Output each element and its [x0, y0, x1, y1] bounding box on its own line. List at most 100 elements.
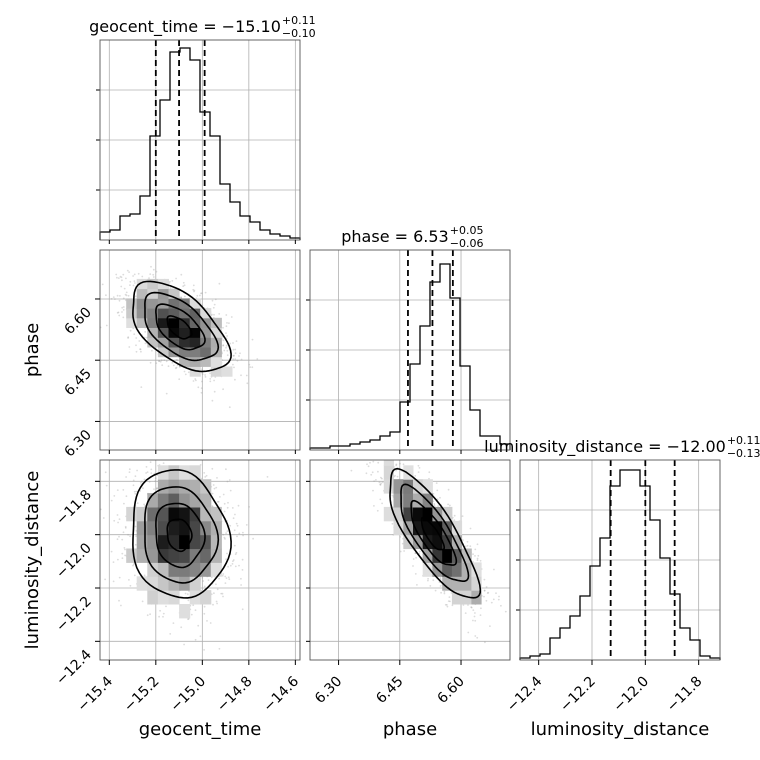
sample-point [226, 349, 229, 352]
sample-point [232, 342, 234, 344]
density-bin [189, 366, 201, 377]
sample-point [192, 380, 195, 382]
sample-point [152, 276, 155, 278]
sample-point [233, 529, 236, 532]
sample-point [466, 540, 469, 543]
sample-point [215, 600, 218, 603]
sample-point [417, 471, 420, 473]
density-bin [157, 347, 169, 358]
sample-point [172, 622, 175, 624]
sample-point [127, 579, 130, 581]
sample-point [120, 276, 123, 279]
sample-point [213, 390, 216, 393]
sample-point [143, 503, 146, 506]
density-bin [189, 465, 201, 480]
sample-point [434, 589, 437, 592]
sample-point [362, 454, 364, 456]
sample-point [211, 445, 213, 447]
sample-point [232, 363, 234, 366]
density-bin [210, 506, 222, 522]
panel-1-2-content [310, 454, 510, 660]
sample-point [203, 472, 206, 474]
density-bin [210, 534, 222, 550]
sample-point [155, 362, 158, 365]
sample-point [218, 282, 221, 285]
sample-point [185, 453, 187, 455]
sample-point [365, 472, 368, 475]
sample-point [248, 506, 251, 508]
density-bin [147, 308, 159, 319]
sample-point [380, 482, 382, 485]
panel-frame [99, 249, 301, 451]
sample-point [154, 480, 157, 482]
sample-point [379, 483, 382, 486]
sample-point [204, 291, 207, 294]
sample-point [235, 522, 238, 525]
density-bin [200, 590, 212, 605]
density-bin [189, 347, 201, 358]
sample-point [252, 537, 255, 540]
density-bin [179, 506, 191, 522]
sample-point [216, 500, 219, 503]
density-bin [200, 506, 212, 522]
density-bin [168, 465, 180, 480]
density-bin [210, 548, 222, 563]
sample-point [379, 483, 382, 486]
panel-frame [99, 459, 301, 661]
sample-point [182, 281, 185, 284]
sample-point [150, 472, 153, 474]
sample-point [237, 504, 240, 507]
sample-point [182, 285, 185, 288]
sample-point [136, 502, 139, 504]
density-bin [168, 288, 180, 299]
sample-point [399, 550, 402, 553]
sample-point [372, 460, 375, 463]
sample-point [217, 500, 220, 503]
sample-point [476, 557, 479, 560]
sample-point [222, 595, 224, 598]
density-bin [221, 366, 233, 377]
sample-point [225, 344, 228, 347]
sample-point [150, 265, 152, 268]
density-bin [168, 590, 180, 605]
sample-point [139, 481, 142, 484]
sample-point [489, 625, 491, 627]
density-bin [179, 493, 191, 508]
sample-point [215, 486, 218, 489]
sample-point [373, 480, 375, 482]
sample-point [378, 481, 381, 484]
sample-point [120, 285, 123, 288]
sample-point [472, 560, 474, 563]
sample-point [118, 599, 120, 602]
sample-point [220, 592, 223, 595]
sample-point [232, 358, 235, 361]
sample-point [249, 366, 252, 368]
sample-point [118, 535, 120, 538]
sample-point [229, 489, 232, 492]
density-bin [179, 479, 191, 494]
sample-point [240, 358, 243, 361]
sample-point [238, 564, 240, 567]
density-bin [189, 308, 201, 319]
sample-point [234, 513, 236, 516]
sample-point [500, 604, 502, 607]
sample-point [473, 615, 476, 618]
sample-point [129, 284, 131, 286]
sample-point [187, 440, 189, 442]
density-bin [157, 308, 169, 319]
sample-point [128, 471, 131, 473]
sample-point [116, 294, 119, 297]
density-bin [136, 576, 148, 591]
sample-point [382, 457, 384, 459]
sample-point [193, 289, 196, 292]
sample-point [234, 378, 236, 381]
sample-point [122, 297, 125, 300]
density-bin [189, 356, 201, 367]
sample-point [432, 492, 435, 495]
sample-point [138, 340, 141, 342]
sample-point [143, 478, 146, 481]
sample-point [226, 354, 229, 357]
sample-point [171, 361, 174, 364]
density-bin [147, 590, 159, 605]
sample-point [141, 600, 144, 603]
